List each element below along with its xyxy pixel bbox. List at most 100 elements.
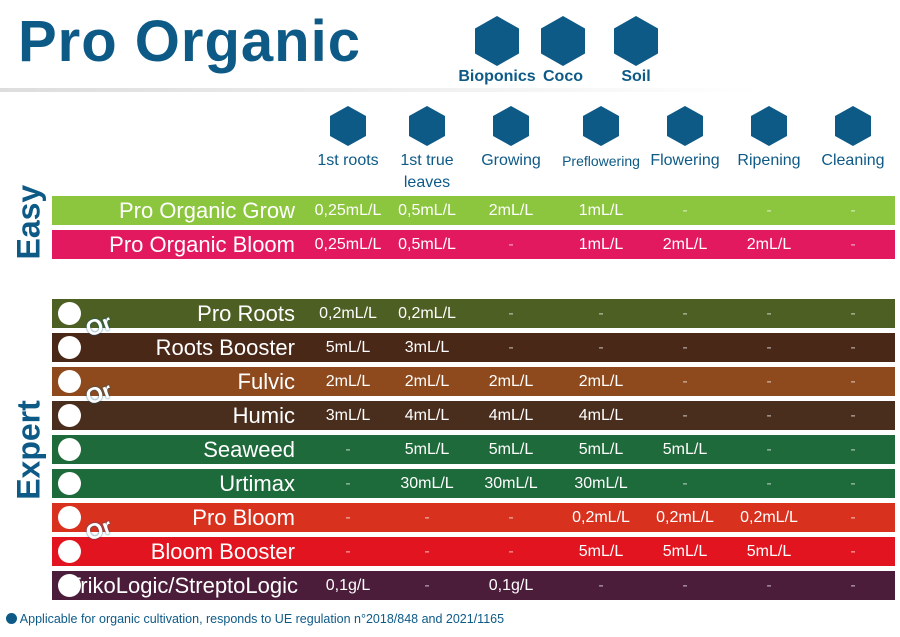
dose-cell: -	[850, 407, 856, 424]
dose-cell: 0,2mL/L	[740, 509, 798, 526]
dose-cell: -	[766, 373, 772, 390]
dose-cell: 2mL/L	[746, 236, 792, 253]
leaf-icon	[6, 613, 17, 624]
stage-icon	[667, 106, 703, 146]
media-label: Soil	[621, 68, 651, 85]
dose-cell: -	[766, 577, 772, 594]
dose-cell: -	[424, 509, 430, 526]
dose-cell: 5mL/L	[488, 441, 534, 458]
dose-cell: 2mL/L	[488, 202, 534, 219]
stage-icon	[835, 106, 871, 146]
stage-icon	[409, 106, 445, 146]
dose-cell: -	[508, 339, 514, 356]
stage-icon	[330, 106, 366, 146]
dose-cell: 2mL/L	[488, 373, 534, 390]
dose-cell: 5mL/L	[746, 543, 792, 560]
dose-cell: -	[682, 407, 688, 424]
dose-cell: 0,5mL/L	[398, 202, 456, 219]
product-icon	[58, 574, 81, 597]
dose-cell: 5mL/L	[578, 543, 624, 560]
stage-label: Preflowering	[562, 153, 640, 169]
group-label: Easy	[10, 184, 46, 259]
dose-cell: -	[850, 236, 856, 253]
dose-cell: 1mL/L	[578, 236, 624, 253]
dose-cell: -	[424, 577, 430, 594]
dose-cell: 0,25mL/L	[314, 236, 382, 253]
dose-cell: 2mL/L	[325, 373, 371, 390]
dose-cell: -	[850, 577, 856, 594]
product-row: Humic 3mL/L 4mL/L 4mL/L 4mL/L - - -	[52, 401, 895, 430]
dose-cell: -	[682, 475, 688, 492]
product-icon	[58, 438, 81, 461]
product-row: Roots Booster 5mL/L 3mL/L - - - - -	[52, 333, 895, 362]
dose-cell: 4mL/L	[404, 407, 450, 424]
stage-icon	[493, 106, 529, 146]
dose-cell: -	[682, 373, 688, 390]
product-row: Pro Organic Bloom 0,25mL/L 0,5mL/L - 1mL/L 2m…	[52, 230, 895, 259]
product-icon	[58, 540, 81, 563]
dose-cell: -	[850, 441, 856, 458]
header-rule	[0, 88, 760, 92]
dose-cell: -	[766, 407, 772, 424]
dose-cell: -	[766, 202, 772, 219]
stage-label: Flowering	[650, 152, 720, 169]
dose-cell: 0,25mL/L	[314, 202, 382, 219]
product-name: Seaweed	[203, 437, 295, 462]
product-name: Humic	[232, 403, 295, 428]
product-row: Fulvic 2mL/L 2mL/L 2mL/L 2mL/L - - -	[52, 367, 895, 396]
dose-cell: 5mL/L	[662, 441, 708, 458]
product-name: Fulvic	[237, 369, 295, 394]
dose-cell: 0,2mL/L	[572, 509, 630, 526]
media-label: Bioponics	[458, 68, 536, 85]
dose-cell: 2mL/L	[662, 236, 708, 253]
dose-cell: 30mL/L	[400, 475, 454, 492]
product-name: Pro Organic Bloom	[109, 232, 295, 257]
product-name: Pro Roots	[197, 301, 295, 326]
dose-cell: -	[850, 475, 856, 492]
product-icon	[58, 370, 81, 393]
dose-cell: 5mL/L	[325, 339, 371, 356]
product-icon	[58, 302, 81, 325]
media-icon	[541, 16, 585, 66]
media-icon	[475, 16, 519, 66]
dose-cell: -	[598, 305, 604, 322]
product-icon	[58, 472, 81, 495]
dose-cell: 3mL/L	[404, 339, 450, 356]
product-row: Bloom Booster - - - 5mL/L 5mL/L 5mL/L -	[52, 537, 895, 566]
stage-label: Growing	[481, 152, 541, 169]
product-name: Pro Bloom	[192, 505, 295, 530]
dose-cell: 5mL/L	[578, 441, 624, 458]
dose-cell: 30mL/L	[574, 475, 628, 492]
dose-cell: -	[850, 202, 856, 219]
dose-cell: -	[682, 202, 688, 219]
product-name: Urtimax	[219, 471, 295, 496]
dose-cell: 0,2mL/L	[398, 305, 456, 322]
footnote: Applicable for organic cultivation, resp…	[6, 612, 504, 626]
product-name: Roots Booster	[155, 335, 295, 360]
dose-cell: 4mL/L	[488, 407, 534, 424]
product-icon	[58, 506, 81, 529]
product-name: Bloom Booster	[150, 539, 295, 564]
product-icon	[58, 336, 81, 359]
dose-cell: 2mL/L	[404, 373, 450, 390]
product-row: Pro Roots 0,2mL/L 0,2mL/L - - - - -	[52, 299, 895, 328]
dose-cell: 4mL/L	[578, 407, 624, 424]
dose-cell: -	[508, 305, 514, 322]
dose-cell: -	[598, 577, 604, 594]
footnote-text: Applicable for organic cultivation, resp…	[19, 612, 505, 626]
stage-icon	[583, 106, 619, 146]
dose-cell: -	[345, 475, 351, 492]
dose-cell: -	[766, 475, 772, 492]
dose-cell: -	[850, 543, 856, 560]
dose-cell: -	[850, 373, 856, 390]
media-label: Coco	[543, 68, 583, 85]
stage-icon	[751, 106, 787, 146]
stage-label: Cleaning	[821, 152, 885, 169]
dose-cell: 0,2mL/L	[656, 509, 714, 526]
dose-cell: -	[345, 509, 351, 526]
dose-cell: -	[766, 339, 772, 356]
dose-cell: -	[424, 543, 430, 560]
dose-cell: 5mL/L	[404, 441, 450, 458]
dose-cell: -	[682, 577, 688, 594]
